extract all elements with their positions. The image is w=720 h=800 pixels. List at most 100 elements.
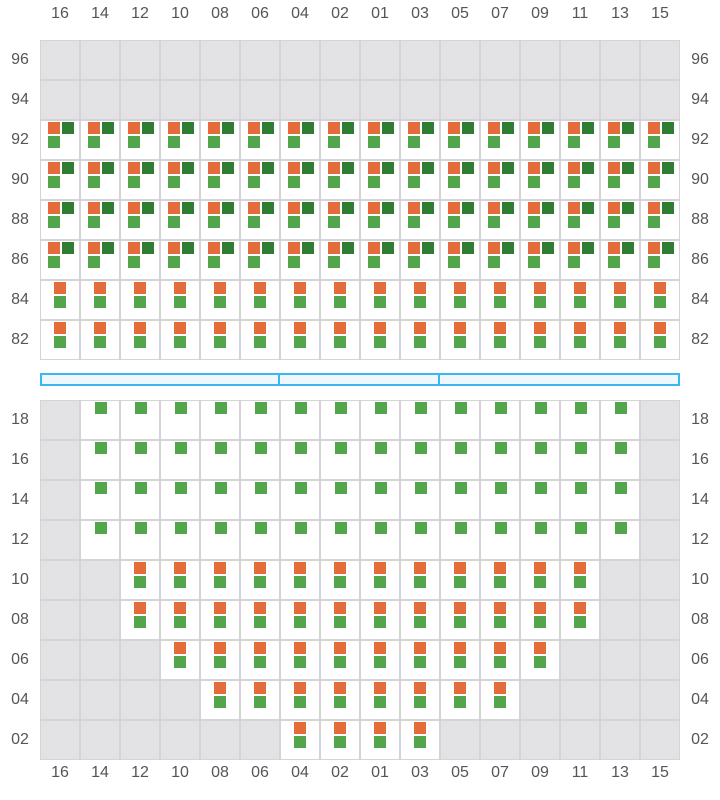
grid-cell[interactable]: [480, 560, 520, 600]
grid-cell[interactable]: [640, 240, 680, 280]
grid-cell[interactable]: [280, 320, 320, 360]
grid-cell[interactable]: [40, 280, 80, 320]
grid-cell[interactable]: [240, 320, 280, 360]
grid-cell[interactable]: [440, 440, 480, 480]
grid-cell[interactable]: [400, 600, 440, 640]
grid-cell[interactable]: [640, 200, 680, 240]
grid-cell[interactable]: [120, 480, 160, 520]
grid-cell[interactable]: [320, 520, 360, 560]
grid-cell[interactable]: [520, 400, 560, 440]
grid-cell[interactable]: [200, 240, 240, 280]
grid-cell[interactable]: [360, 720, 400, 760]
grid-cell[interactable]: [400, 200, 440, 240]
grid-cell[interactable]: [480, 120, 520, 160]
grid-cell[interactable]: [400, 440, 440, 480]
grid-cell[interactable]: [200, 560, 240, 600]
grid-cell[interactable]: [560, 280, 600, 320]
grid-cell[interactable]: [600, 400, 640, 440]
grid-cell[interactable]: [360, 440, 400, 480]
grid-cell[interactable]: [40, 200, 80, 240]
grid-cell[interactable]: [640, 120, 680, 160]
grid-cell[interactable]: [440, 520, 480, 560]
grid-cell[interactable]: [480, 280, 520, 320]
grid-cell[interactable]: [120, 440, 160, 480]
grid-cell[interactable]: [440, 280, 480, 320]
grid-cell[interactable]: [520, 640, 560, 680]
grid-cell[interactable]: [440, 680, 480, 720]
grid-cell[interactable]: [160, 520, 200, 560]
grid-cell[interactable]: [120, 600, 160, 640]
grid-cell[interactable]: [120, 280, 160, 320]
grid-cell[interactable]: [400, 640, 440, 680]
grid-cell[interactable]: [440, 120, 480, 160]
grid-cell[interactable]: [240, 440, 280, 480]
grid-cell[interactable]: [560, 120, 600, 160]
grid-cell[interactable]: [400, 320, 440, 360]
grid-cell[interactable]: [400, 480, 440, 520]
grid-cell[interactable]: [280, 440, 320, 480]
grid-cell[interactable]: [440, 600, 480, 640]
grid-cell[interactable]: [440, 480, 480, 520]
grid-cell[interactable]: [560, 440, 600, 480]
grid-cell[interactable]: [520, 280, 560, 320]
grid-cell[interactable]: [120, 520, 160, 560]
grid-cell[interactable]: [280, 520, 320, 560]
grid-cell[interactable]: [240, 200, 280, 240]
grid-cell[interactable]: [560, 240, 600, 280]
grid-cell[interactable]: [240, 280, 280, 320]
grid-cell[interactable]: [280, 280, 320, 320]
grid-cell[interactable]: [400, 680, 440, 720]
grid-cell[interactable]: [240, 160, 280, 200]
grid-cell[interactable]: [40, 320, 80, 360]
grid-cell[interactable]: [240, 400, 280, 440]
grid-cell[interactable]: [280, 200, 320, 240]
grid-cell[interactable]: [400, 120, 440, 160]
grid-cell[interactable]: [240, 240, 280, 280]
grid-cell[interactable]: [360, 680, 400, 720]
grid-cell[interactable]: [560, 520, 600, 560]
grid-cell[interactable]: [440, 400, 480, 440]
grid-cell[interactable]: [320, 200, 360, 240]
grid-cell[interactable]: [640, 280, 680, 320]
grid-cell[interactable]: [600, 440, 640, 480]
grid-cell[interactable]: [160, 320, 200, 360]
grid-cell[interactable]: [200, 320, 240, 360]
grid-cell[interactable]: [400, 560, 440, 600]
grid-cell[interactable]: [360, 600, 400, 640]
grid-cell[interactable]: [240, 560, 280, 600]
grid-cell[interactable]: [80, 480, 120, 520]
grid-cell[interactable]: [80, 440, 120, 480]
grid-cell[interactable]: [240, 120, 280, 160]
grid-cell[interactable]: [520, 120, 560, 160]
grid-cell[interactable]: [240, 680, 280, 720]
grid-cell[interactable]: [160, 440, 200, 480]
grid-cell[interactable]: [480, 160, 520, 200]
grid-cell[interactable]: [200, 640, 240, 680]
grid-cell[interactable]: [360, 200, 400, 240]
grid-cell[interactable]: [80, 520, 120, 560]
grid-cell[interactable]: [360, 120, 400, 160]
grid-cell[interactable]: [200, 440, 240, 480]
grid-cell[interactable]: [120, 120, 160, 160]
grid-cell[interactable]: [520, 480, 560, 520]
grid-cell[interactable]: [240, 520, 280, 560]
grid-cell[interactable]: [240, 600, 280, 640]
grid-cell[interactable]: [120, 400, 160, 440]
grid-cell[interactable]: [480, 480, 520, 520]
grid-cell[interactable]: [480, 600, 520, 640]
grid-cell[interactable]: [320, 280, 360, 320]
grid-cell[interactable]: [160, 200, 200, 240]
grid-cell[interactable]: [520, 320, 560, 360]
grid-cell[interactable]: [120, 320, 160, 360]
grid-cell[interactable]: [320, 720, 360, 760]
grid-cell[interactable]: [600, 320, 640, 360]
grid-cell[interactable]: [40, 240, 80, 280]
grid-cell[interactable]: [280, 640, 320, 680]
grid-cell[interactable]: [480, 520, 520, 560]
grid-cell[interactable]: [160, 400, 200, 440]
grid-cell[interactable]: [320, 600, 360, 640]
grid-cell[interactable]: [400, 720, 440, 760]
grid-cell[interactable]: [560, 480, 600, 520]
grid-cell[interactable]: [280, 240, 320, 280]
grid-cell[interactable]: [280, 120, 320, 160]
